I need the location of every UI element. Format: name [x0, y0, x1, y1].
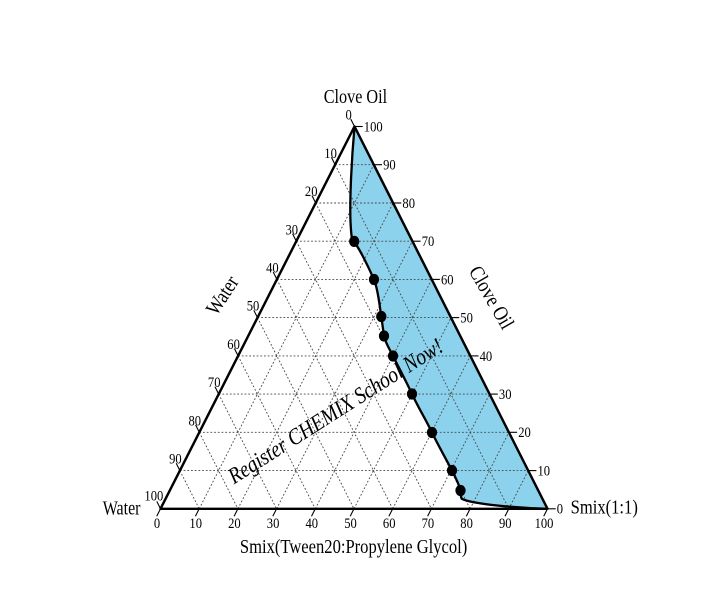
svg-text:70: 70 [422, 233, 435, 249]
svg-text:40: 40 [480, 348, 493, 364]
svg-text:90: 90 [169, 451, 182, 467]
svg-text:60: 60 [227, 336, 240, 352]
svg-text:20: 20 [518, 424, 531, 440]
svg-text:100: 100 [535, 515, 554, 531]
svg-text:90: 90 [499, 515, 512, 531]
svg-text:40: 40 [306, 515, 319, 531]
svg-text:0: 0 [346, 107, 352, 123]
svg-text:10: 10 [324, 145, 337, 161]
svg-text:50: 50 [247, 298, 260, 314]
svg-text:30: 30 [286, 221, 299, 237]
svg-text:60: 60 [441, 271, 454, 287]
svg-text:0: 0 [557, 501, 563, 517]
svg-text:0: 0 [154, 515, 160, 531]
svg-text:100: 100 [364, 118, 383, 134]
svg-text:Water: Water [103, 497, 141, 519]
svg-text:10: 10 [538, 463, 551, 479]
svg-text:80: 80 [189, 412, 202, 428]
svg-text:60: 60 [383, 515, 396, 531]
svg-text:Smix(1:1): Smix(1:1) [571, 496, 638, 519]
svg-text:40: 40 [266, 260, 279, 276]
svg-text:30: 30 [499, 386, 512, 402]
svg-text:70: 70 [422, 515, 435, 531]
svg-text:30: 30 [267, 515, 280, 531]
svg-text:100: 100 [144, 488, 163, 504]
svg-text:20: 20 [305, 183, 318, 199]
svg-text:10: 10 [189, 515, 202, 531]
svg-text:20: 20 [228, 515, 241, 531]
svg-text:50: 50 [344, 515, 357, 531]
svg-text:Smix(Tween20:Propylene Glycol): Smix(Tween20:Propylene Glycol) [240, 536, 467, 559]
svg-text:Clove Oil: Clove Oil [324, 85, 387, 107]
svg-text:80: 80 [460, 515, 473, 531]
svg-text:70: 70 [208, 374, 221, 390]
svg-text:80: 80 [402, 195, 415, 211]
svg-text:50: 50 [460, 310, 473, 326]
svg-text:90: 90 [383, 157, 396, 173]
